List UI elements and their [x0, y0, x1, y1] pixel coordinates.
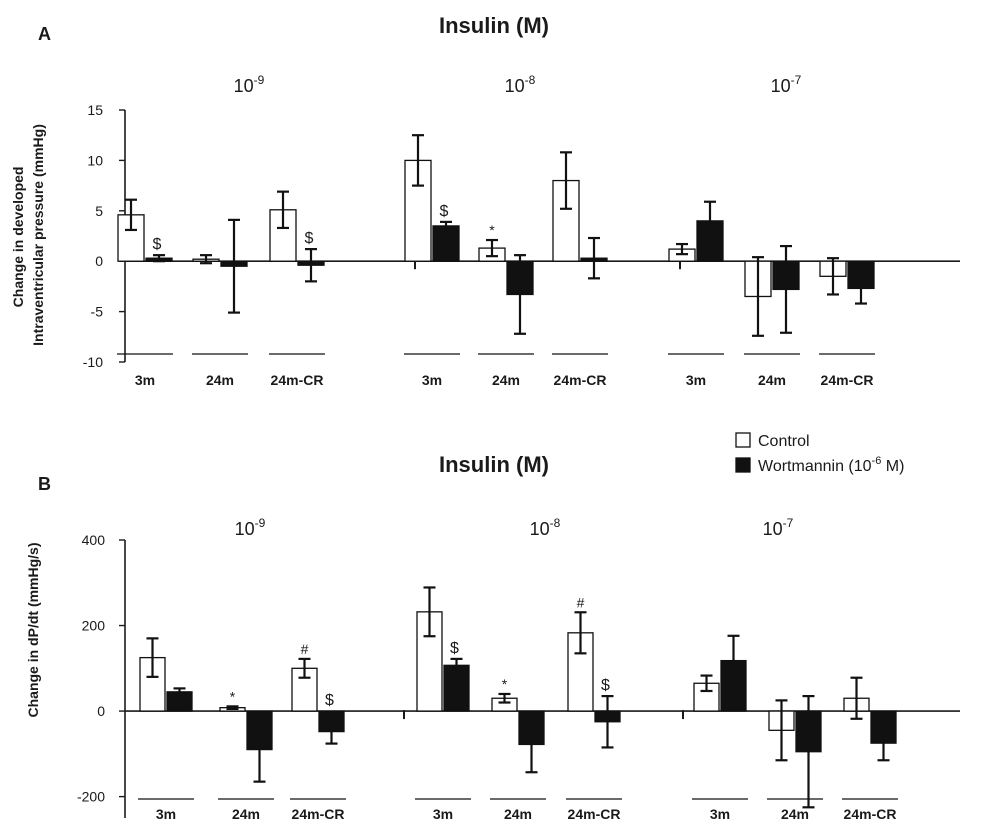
panel-a-group-label: 3m [422, 372, 442, 388]
panel-a-group-label: 3m [686, 372, 706, 388]
panel-a-wortmannin-annotation: $ [305, 230, 314, 247]
panel-b-control-annotation: * [502, 676, 508, 692]
panel-a-group-label: 24m [758, 372, 786, 388]
panel-a-group-label: 24m-CR [271, 372, 324, 388]
dose-base: 10 [235, 519, 255, 539]
panel-b-control-annotation: # [577, 594, 585, 610]
panel-b-y-tick-label: 400 [82, 532, 106, 548]
panel-a-dose-label: 10-8 [505, 73, 536, 96]
panel-a-control-annotation: * [489, 222, 495, 238]
panel-a-title: Insulin (M) [439, 13, 549, 38]
panel-b-wortmannin-annotation: $ [450, 640, 459, 657]
legend-wortmannin-label: Wortmannin (10-6 M) [758, 455, 904, 475]
panel-b-y-tick-label: 0 [97, 703, 105, 719]
panel-a-y-tick-label: -5 [91, 304, 104, 320]
dose-base: 10 [505, 76, 525, 96]
legend-control-label: Control [758, 433, 810, 450]
dose-exponent: -7 [791, 73, 802, 87]
panel-b-group-label: 24m-CR [292, 806, 345, 822]
panel-a-y-tick-label: 10 [87, 152, 103, 168]
panel-a-wortmannin-annotation: $ [440, 203, 449, 220]
legend-wortmannin-swatch [735, 457, 751, 473]
dose-base: 10 [763, 519, 783, 539]
panel-b-y-tick-label: -200 [77, 789, 105, 805]
dose-base: 10 [234, 76, 254, 96]
panel-a-bar-wortmannin [432, 225, 460, 262]
panel-b-group-label: 3m [710, 806, 730, 822]
dose-exponent: -8 [550, 516, 561, 530]
panel-a-group-label: 24m-CR [821, 372, 874, 388]
panel-b-dose-label: 10-7 [763, 516, 794, 539]
panel-b-ylabel: Change in dP/dt (mmHg/s) [25, 543, 41, 718]
panel-a-ylabel-line1: Change in developed [10, 167, 26, 308]
panel-b-group-label: 24m [232, 806, 260, 822]
panel-b-wortmannin-annotation: $ [325, 692, 334, 709]
dose-exponent: -7 [783, 516, 794, 530]
panel-b-wortmannin-annotation: $ [601, 677, 610, 694]
panel-a-y-tick-label: -10 [83, 354, 103, 370]
panel-a-wortmannin-annotation: $ [153, 236, 162, 253]
legend-control-swatch [735, 432, 751, 448]
dose-exponent: -9 [255, 516, 266, 530]
panel-b-dose-label: 10-8 [530, 516, 561, 539]
panel-a-ylabel-line2: Intraventricular pressure (mmHg) [30, 124, 46, 346]
legend-wortmannin-prefix: Wortmannin (10 [758, 458, 872, 475]
panel-a-group-label: 3m [135, 372, 155, 388]
panel-a-group-label: 24m-CR [554, 372, 607, 388]
panel-b-group-label: 3m [156, 806, 176, 822]
legend-wortmannin-exp: -6 [872, 455, 882, 467]
panel-b-dose-label: 10-9 [235, 516, 266, 539]
panel-b-group-label: 3m [433, 806, 453, 822]
panel-a-ylabel: Change in developed Intraventricular pre… [10, 124, 46, 346]
panel-a-dose-label: 10-7 [771, 73, 802, 96]
dose-base: 10 [530, 519, 550, 539]
panel-b-label: B [38, 474, 51, 494]
legend: Control Wortmannin (10-6 M) [735, 432, 904, 475]
panel-a-group-label: 24m [492, 372, 520, 388]
panel-b-control-annotation: # [301, 641, 309, 657]
panel-b-group-label: 24m [504, 806, 532, 822]
panel-a-y-tick-label: 15 [87, 102, 103, 118]
panel-b-group-label: 24m [781, 806, 809, 822]
panel-b-group-label: 24m-CR [844, 806, 897, 822]
panel-b-y-tick-label: 200 [82, 618, 106, 634]
dose-exponent: -8 [525, 73, 536, 87]
dose-base: 10 [771, 76, 791, 96]
legend-wortmannin-suffix: M) [881, 458, 904, 475]
panel-b-plot: 4002000-20010-93m*24m#$24m-CR10-8$3m*24m… [77, 516, 960, 822]
panel-b-control-annotation: * [230, 688, 236, 704]
panel-b-title: Insulin (M) [439, 452, 549, 477]
panel-a-label: A [38, 24, 51, 44]
panel-b-group-label: 24m-CR [568, 806, 621, 822]
panel-a-y-tick-label: 5 [95, 203, 103, 219]
panel-a-group-label: 24m [206, 372, 234, 388]
panel-a-dose-label: 10-9 [234, 73, 265, 96]
panel-a-y-tick-label: 0 [95, 253, 103, 269]
dose-exponent: -9 [254, 73, 265, 87]
